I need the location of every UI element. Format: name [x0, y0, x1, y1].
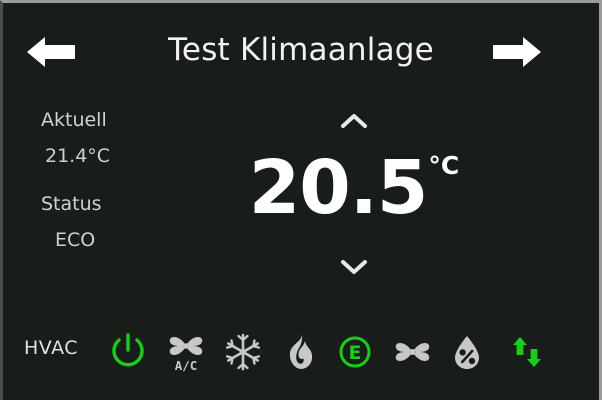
status-value: ECO [55, 229, 96, 251]
hvac-icon-bar: HVAC A/C [3, 325, 599, 387]
swing-updown-icon[interactable] [503, 329, 549, 375]
snowflake-icon[interactable] [220, 329, 266, 375]
page-title: Test Klimaanlage [168, 32, 434, 68]
setpoint-temperature: 20.5 [248, 145, 429, 231]
setpoint-unit: °C [428, 151, 460, 180]
power-icon[interactable] [105, 329, 151, 375]
fan-icon[interactable] [389, 329, 435, 375]
current-temp-label: Aktuell [41, 109, 107, 131]
flame-icon[interactable] [277, 329, 323, 375]
setpoint-readout: 20.5 °C [199, 145, 509, 245]
hvac-label: HVAC [24, 337, 78, 359]
ac-fan-icon[interactable]: A/C [163, 329, 209, 375]
status-column: Aktuell 21.4°C Status ECO [3, 103, 193, 259]
chevron-down-icon[interactable] [286, 251, 422, 281]
header-bar: Test Klimaanlage [3, 17, 599, 83]
chevron-up-icon[interactable] [286, 107, 422, 137]
humidity-icon[interactable] [444, 329, 490, 375]
eco-circle-icon[interactable]: E [332, 329, 378, 375]
setpoint-block: 20.5 °C [199, 103, 509, 293]
status-label: Status [41, 193, 102, 215]
arrow-right-icon[interactable] [487, 34, 543, 70]
svg-text:E: E [349, 342, 362, 364]
current-temp-value: 21.4°C [45, 145, 111, 167]
arrow-left-icon[interactable] [25, 34, 81, 70]
svg-text:A/C: A/C [175, 358, 198, 373]
